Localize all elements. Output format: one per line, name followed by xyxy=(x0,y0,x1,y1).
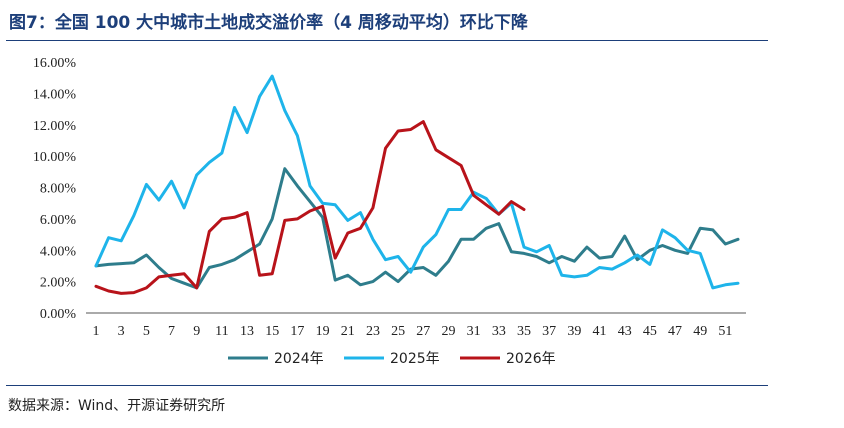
y-axis-ticks: 0.00% 2.00% 4.00% 6.00% 8.00% 10.00% 12.00% 14.… xyxy=(33,56,77,322)
x-tick-label: 11 xyxy=(215,324,228,339)
line-chart: 0.00% 2.00% 4.00% 6.00% 8.00% 10.00% 12.00% 14.… xyxy=(33,56,746,367)
series-line xyxy=(94,167,740,290)
x-tick-label: 43 xyxy=(618,324,632,339)
series-line xyxy=(94,74,740,290)
x-tick-label: 33 xyxy=(492,324,506,339)
x-tick-label: 27 xyxy=(416,324,430,339)
x-axis-ticks: 1 3 5 7 9 11 13 15 17 19 21 23 25 27 29 31 33 35 37 39 41 43 4… xyxy=(93,324,733,339)
x-tick-label: 37 xyxy=(542,324,556,339)
y-tick-label: 16.00% xyxy=(33,56,77,71)
legend-label: 2025年 xyxy=(390,351,440,367)
y-tick-label: 0.00% xyxy=(40,307,77,322)
x-tick-label: 29 xyxy=(441,324,455,339)
source-note: 数据来源：Wind、开源证券研究所 xyxy=(8,398,226,414)
x-tick-label: 51 xyxy=(718,324,732,339)
x-tick-label: 35 xyxy=(517,324,531,339)
x-tick-label: 17 xyxy=(290,324,304,339)
x-tick-label: 15 xyxy=(265,324,279,339)
chart-title: 图7：全国 100 大中城市土地成交溢价率（4 周移动平均）环比下降 xyxy=(9,13,528,33)
y-tick-label: 4.00% xyxy=(40,244,77,259)
x-tick-label: 47 xyxy=(668,324,682,339)
series-line xyxy=(94,120,526,295)
series-lines xyxy=(94,74,740,295)
y-tick-label: 2.00% xyxy=(40,276,77,291)
x-tick-label: 3 xyxy=(118,324,125,339)
x-tick-label: 13 xyxy=(240,324,254,339)
y-tick-label: 12.00% xyxy=(33,119,77,134)
x-tick-label: 9 xyxy=(193,324,200,339)
x-tick-label: 25 xyxy=(391,324,405,339)
title-rule xyxy=(6,40,768,41)
x-tick-label: 49 xyxy=(693,324,707,339)
x-tick-label: 1 xyxy=(93,324,100,339)
x-tick-label: 19 xyxy=(316,324,330,339)
x-tick-label: 45 xyxy=(643,324,657,339)
x-tick-label: 41 xyxy=(593,324,607,339)
y-tick-label: 6.00% xyxy=(40,213,77,228)
legend-label: 2024年 xyxy=(274,351,324,367)
y-tick-label: 10.00% xyxy=(33,150,77,165)
y-tick-label: 14.00% xyxy=(33,87,77,102)
x-tick-label: 23 xyxy=(366,324,380,339)
x-tick-label: 21 xyxy=(341,324,355,339)
x-tick-label: 5 xyxy=(143,324,150,339)
x-tick-label: 7 xyxy=(168,324,175,339)
legend: 2024年 2025年 2026年 xyxy=(228,351,556,367)
legend-label: 2026年 xyxy=(506,351,556,367)
y-tick-label: 8.00% xyxy=(40,182,77,197)
x-tick-label: 39 xyxy=(567,324,581,339)
x-tick-label: 31 xyxy=(467,324,481,339)
source-rule xyxy=(6,385,768,386)
